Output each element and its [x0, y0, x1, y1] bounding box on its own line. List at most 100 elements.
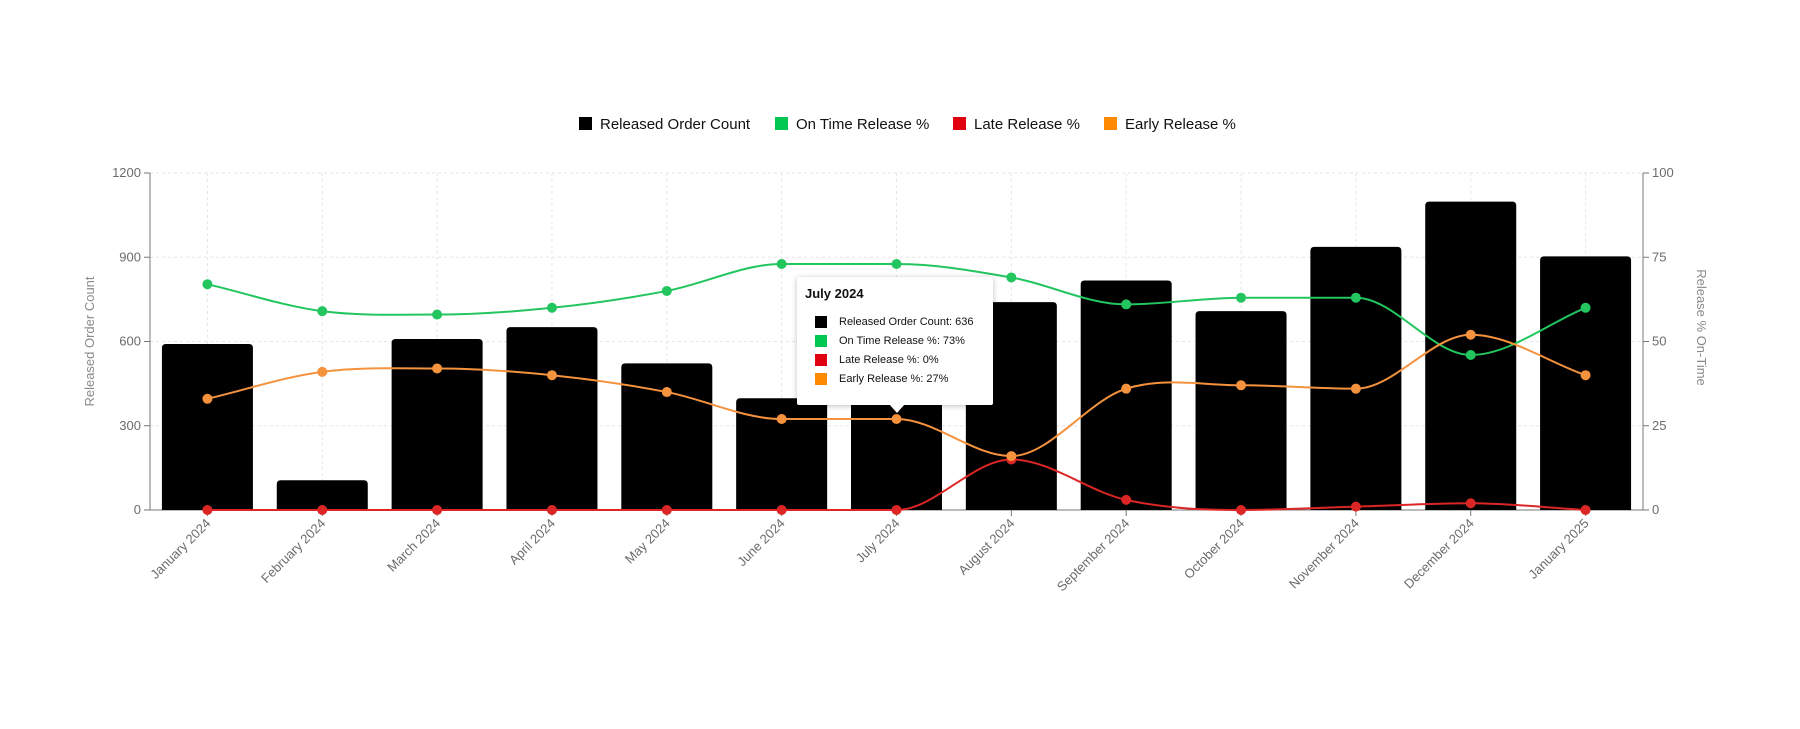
bar[interactable] — [161, 344, 253, 510]
tooltip: July 2024 Released Order Count: 636 On T… — [797, 277, 993, 405]
bar[interactable] — [1540, 256, 1632, 510]
legend-swatch — [579, 117, 592, 130]
legend-label: On Time Release % — [796, 116, 929, 133]
legend-label: Late Release % — [974, 116, 1080, 133]
right-tick-label: 50 — [1652, 334, 1666, 349]
left-tick-label: 1200 — [112, 165, 141, 180]
x-tick-label: June 2024 — [734, 516, 788, 570]
on-time-release-point[interactable] — [776, 258, 787, 269]
left-tick-label: 600 — [119, 334, 141, 349]
legend: Released Order Count On Time Release % Lat… — [579, 116, 1236, 133]
late-release-point[interactable] — [202, 505, 213, 515]
early-release-point[interactable] — [891, 414, 902, 425]
x-tick-label: September 2024 — [1054, 516, 1133, 595]
tooltip-row-text: On Time Release %: 73% — [839, 334, 965, 347]
legend-item[interactable]: Late Release % — [953, 116, 1080, 133]
bar[interactable] — [1080, 280, 1172, 510]
legend-swatch — [953, 117, 966, 130]
right-tick-label: 0 — [1652, 502, 1659, 517]
late-release-point[interactable] — [776, 505, 787, 515]
early-release-point[interactable] — [432, 363, 443, 374]
late-release-point[interactable] — [891, 505, 902, 515]
tooltip-arrow — [889, 404, 905, 413]
tooltip-row-text: Late Release %: 0% — [839, 353, 939, 366]
left-axis-title: Released Order Count — [82, 276, 97, 406]
early-release-point[interactable] — [661, 387, 672, 398]
x-tick-label: March 2024 — [384, 516, 443, 575]
early-release-point[interactable] — [1580, 370, 1591, 381]
on-time-release-point[interactable] — [432, 309, 443, 320]
legend-label: Released Order Count — [600, 116, 751, 133]
early-release-point[interactable] — [1121, 383, 1132, 394]
early-release-point[interactable] — [546, 370, 557, 381]
late-release-point[interactable] — [661, 505, 672, 515]
tooltip-row-late: Late Release %: 0% — [805, 350, 985, 369]
x-tick-label: January 2024 — [147, 516, 213, 582]
legend-item[interactable]: Early Release % — [1104, 116, 1236, 133]
late-release-point[interactable] — [1465, 498, 1476, 509]
tooltip-swatch-green — [815, 334, 827, 347]
early-release-point[interactable] — [202, 393, 213, 404]
bar[interactable] — [621, 363, 713, 510]
on-time-release-point[interactable] — [202, 279, 213, 290]
on-time-release-point[interactable] — [1580, 302, 1591, 313]
left-tick-label: 300 — [119, 418, 141, 433]
left-tick-label: 0 — [134, 502, 141, 517]
tooltip-swatch-black — [815, 315, 827, 328]
x-tick-label: February 2024 — [258, 516, 328, 586]
early-release-point[interactable] — [317, 366, 328, 377]
tooltip-title: July 2024 — [805, 286, 864, 301]
x-tick-label: May 2024 — [622, 516, 673, 567]
early-release-point[interactable] — [1006, 451, 1017, 462]
late-release-point[interactable] — [1121, 494, 1132, 505]
left-tick-label: 900 — [119, 249, 141, 264]
late-release-point[interactable] — [1236, 505, 1247, 515]
tooltip-row-text: Released Order Count: 636 — [839, 315, 974, 328]
early-release-point[interactable] — [1236, 380, 1247, 391]
on-time-release-point[interactable] — [1006, 272, 1017, 283]
x-tick-label: July 2024 — [853, 516, 903, 566]
x-tick-label: January 2025 — [1525, 516, 1591, 582]
right-tick-label: 75 — [1652, 249, 1666, 264]
right-axis-title: Release % On-Time — [1694, 269, 1709, 386]
late-release-point[interactable] — [1580, 505, 1591, 515]
bar[interactable] — [276, 480, 368, 510]
early-release-point[interactable] — [1465, 329, 1476, 340]
legend-label: Early Release % — [1125, 116, 1236, 133]
on-time-release-point[interactable] — [661, 285, 672, 296]
late-release-point[interactable] — [1350, 501, 1361, 512]
tooltip-row-released-count: Released Order Count: 636 — [805, 312, 985, 331]
tooltip-swatch-red — [815, 353, 827, 366]
on-time-release-point[interactable] — [891, 258, 902, 269]
late-release-point[interactable] — [432, 505, 443, 515]
bar[interactable] — [506, 327, 598, 510]
right-tick-label: 100 — [1652, 165, 1674, 180]
tooltip-row-text: Early Release %: 27% — [839, 372, 949, 385]
on-time-release-point[interactable] — [1236, 292, 1247, 303]
legend-swatch — [775, 117, 788, 130]
x-tick-label: October 2024 — [1181, 516, 1247, 582]
bar[interactable] — [1310, 246, 1402, 510]
bar[interactable] — [736, 398, 828, 510]
on-time-release-point[interactable] — [1350, 292, 1361, 303]
legend-item[interactable]: On Time Release % — [775, 116, 929, 133]
x-tick-label: April 2024 — [506, 516, 558, 568]
x-tick-label: August 2024 — [955, 516, 1017, 578]
early-release-point[interactable] — [776, 414, 787, 425]
right-tick-label: 25 — [1652, 418, 1666, 433]
early-release-point[interactable] — [1350, 383, 1361, 394]
x-tick-label: November 2024 — [1286, 516, 1362, 592]
on-time-release-point[interactable] — [317, 306, 328, 317]
on-time-release-point[interactable] — [1465, 349, 1476, 360]
legend-item[interactable]: Released Order Count — [579, 116, 751, 133]
tooltip-swatch-orange — [815, 372, 827, 385]
late-release-point[interactable] — [317, 505, 328, 515]
line-series — [202, 258, 1591, 515]
x-tick-label: December 2024 — [1401, 516, 1477, 592]
bar[interactable] — [391, 338, 483, 510]
late-release-point[interactable] — [546, 505, 557, 515]
on-time-release-point[interactable] — [546, 302, 557, 313]
bar[interactable] — [1195, 311, 1287, 510]
on-time-release-point[interactable] — [1121, 299, 1132, 310]
